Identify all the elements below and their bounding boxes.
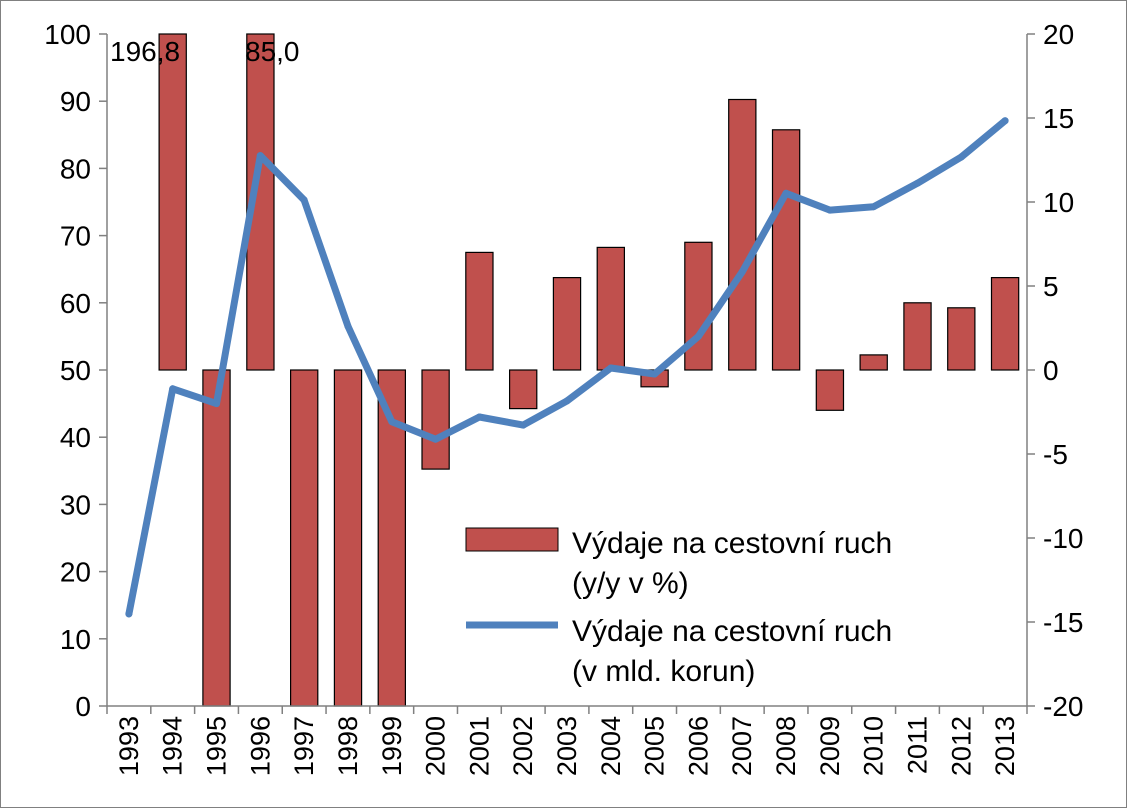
line-point-2007 [738,268,746,276]
x-tick-label-2004: 2004 [596,716,626,776]
line-point-2010 [870,203,878,211]
left-tick-label: 50 [60,355,91,386]
left-tick-label: 90 [60,86,91,117]
left-tick-label: 70 [60,221,91,252]
right-tick-label: 5 [1043,271,1059,302]
left-tick-label: 40 [60,422,91,453]
x-tick-label-2001: 2001 [464,716,494,776]
x-tick-label-2003: 2003 [552,716,582,776]
line-point-1997 [300,196,308,204]
left-tick-label: 20 [60,557,91,588]
line-point-2004 [607,364,615,372]
line-point-1996 [256,152,264,160]
line-point-1994 [169,385,177,393]
right-tick-label: 15 [1043,103,1074,134]
bar-2010 [859,354,888,371]
line-point-1993 [125,610,133,618]
bar-2008 [771,129,801,371]
annotations-group: 196,8 85,0 [110,36,300,67]
left-tick-label: 80 [60,153,91,184]
x-tick-label-1998: 1998 [333,716,363,776]
bar-2007 [728,98,757,371]
x-tick-label-1996: 1996 [245,716,275,776]
bar-2002 [509,369,538,410]
bar-2004 [596,246,626,371]
line-point-2001 [475,413,483,421]
line-series-group [125,117,1009,618]
bar-1997 [290,369,319,707]
annotation-1994: 196,8 [110,36,180,67]
right-tick-label: -5 [1043,439,1068,470]
x-tick-label-2010: 2010 [859,716,889,776]
bar-2012 [947,307,976,371]
line-point-1995 [213,400,220,408]
bar-series-group [158,33,1020,707]
left-tick-label: 10 [60,624,91,655]
line-point-2000 [432,435,440,443]
line-point-2006 [694,332,702,340]
legend-bar-label-line2: (y/y v %) [572,567,689,600]
line-point-2009 [826,206,834,214]
left-tick-label: 30 [60,489,91,520]
bar-2003 [552,277,582,371]
x-tick-label-1993: 1993 [114,716,144,776]
bar-2011 [903,302,932,371]
line-point-2011 [914,179,921,187]
x-tick-label-2008: 2008 [771,716,801,776]
bar-1995 [202,369,231,707]
bar-1994 [158,33,187,371]
legend-line-label-line1: Výdaje na cestovní ruch [572,615,892,648]
x-tick-label-2005: 2005 [640,716,670,776]
x-tick-label-1997: 1997 [289,716,319,776]
line-point-1999 [388,418,396,426]
right-tick-label: 10 [1043,187,1074,218]
line-point-2003 [563,397,571,405]
bar-2000 [421,369,450,470]
annotation-1996: 85,0 [245,36,300,67]
right-tick-label: -10 [1043,523,1083,554]
right-tick-label: -20 [1043,691,1083,722]
bar-2001 [465,251,494,371]
line-point-2005 [651,370,659,378]
legend-bar-label-line1: Výdaje na cestovní ruch [572,527,892,560]
bar-2013 [990,277,1020,371]
line-point-2012 [957,153,965,161]
legend-bar-swatch [465,527,559,552]
left-tick-label: 100 [44,19,91,50]
x-tick-label-2009: 2009 [815,716,845,776]
tick-labels-group: 0 10 20 30 40 50 60 70 80 90 100 -20 -15 -10 -5 0 5 10 15 2… [44,19,1083,776]
bar-1998 [333,369,363,707]
x-tick-label-2007: 2007 [727,716,757,776]
x-tick-label-2011: 2011 [902,716,932,774]
x-tick-label-2012: 2012 [946,716,976,776]
x-tick-label-2006: 2006 [683,716,713,776]
right-tick-label: 20 [1043,19,1074,50]
right-tick-label: 0 [1043,355,1059,386]
x-tick-label-1999: 1999 [377,716,407,776]
axes-group [99,33,1035,714]
line-point-2002 [519,421,527,429]
x-tick-label-2000: 2000 [421,716,451,776]
legend: Výdaje na cestovní ruch (y/y v %) Výdaje… [465,527,892,688]
left-tick-label: 0 [75,691,91,722]
x-tick-label-2013: 2013 [990,716,1020,776]
line-point-1998 [344,322,352,330]
line-point-2008 [782,189,790,197]
legend-line-label-line2: (v mld. korun) [572,655,755,688]
bar-2009 [815,369,845,411]
line-point-2013 [1001,117,1009,125]
bar-2006 [684,241,713,371]
x-tick-label-1995: 1995 [202,716,232,776]
left-tick-label: 60 [60,288,91,319]
x-tick-label-1994: 1994 [158,716,188,776]
x-tick-label-2002: 2002 [508,716,538,776]
right-tick-label: -15 [1043,607,1083,638]
